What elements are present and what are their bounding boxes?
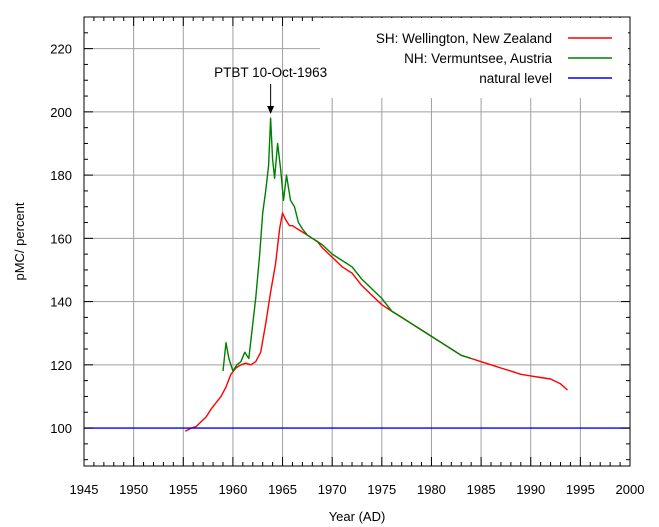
legend: SH: Wellington, New Zealand NH: Vermuntse… — [320, 18, 628, 90]
x-tick-label: 1980 — [417, 482, 446, 497]
x-axis-label: Year (AD) — [329, 509, 386, 524]
annotation: PTBT 10-Oct-1963 — [214, 65, 327, 115]
y-tick-label: 200 — [50, 105, 72, 120]
legend-label: SH: Wellington, New Zealand — [376, 31, 552, 46]
x-tick-label: 1970 — [318, 482, 347, 497]
x-tick-label: 1995 — [566, 482, 595, 497]
x-tick-label: 1985 — [467, 482, 496, 497]
x-tick-label: 2000 — [616, 482, 645, 497]
y-tick-label: 180 — [50, 168, 72, 183]
x-tick-label: 1955 — [169, 482, 198, 497]
y-axis-label: pMC/ percent — [12, 202, 27, 280]
x-tick-label: 1960 — [218, 482, 247, 497]
x-tick-label: 1975 — [367, 482, 396, 497]
x-tick-label: 1965 — [268, 482, 297, 497]
plot-frame — [83, 16, 631, 467]
legend-label: natural level — [479, 71, 552, 86]
x-tick-label: 1990 — [516, 482, 545, 497]
annotation-arrow-head — [267, 106, 275, 115]
series-layer — [84, 117, 630, 432]
y-tick-label: 140 — [50, 295, 72, 310]
series-line-1 — [222, 117, 472, 372]
annotation-text: PTBT 10-Oct-1963 — [214, 65, 327, 80]
x-tick-label: 1945 — [70, 482, 99, 497]
x-tick-label: 1950 — [119, 482, 148, 497]
y-tick-label: 220 — [50, 42, 72, 57]
legend-label: NH: Vermuntsee, Austria — [404, 51, 552, 66]
series-line-0 — [184, 212, 568, 432]
y-tick-label: 160 — [50, 231, 72, 246]
y-tick-label: 120 — [50, 358, 72, 373]
y-tick-label: 100 — [50, 421, 72, 436]
axis-ticks: 1945 1950 1955 1960 1965 1970 1975 1980 1985 1990… — [50, 17, 644, 497]
